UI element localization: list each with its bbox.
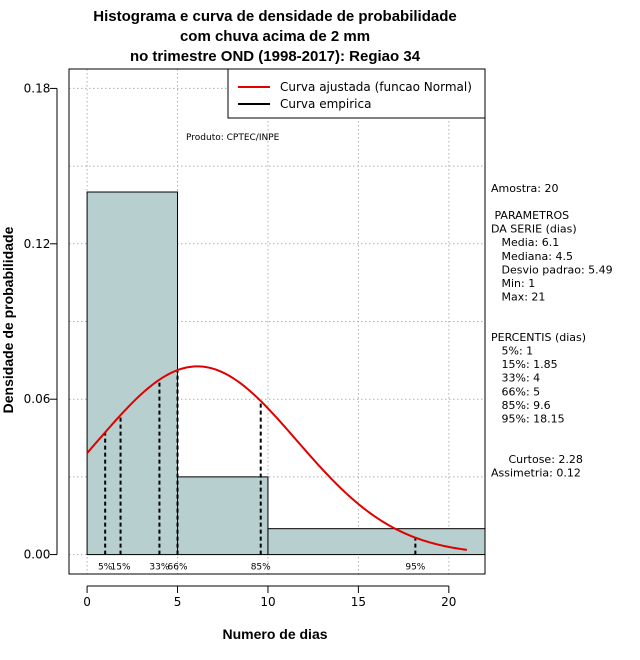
- percentile-label: 33%: [149, 563, 169, 573]
- percentile-label: 66%: [168, 563, 188, 573]
- statistics-line: PERCENTIS (dias): [491, 331, 586, 344]
- statistics-line: 5%: 1: [491, 345, 533, 358]
- y-tick-label: 0.06: [24, 392, 51, 406]
- x-tick-label: 0: [83, 595, 91, 609]
- axes: 0 5 10 15 20 0.00 0.06 0.12 0.18: [24, 81, 457, 609]
- percentile-label: 95%: [405, 563, 425, 573]
- legend-box: [227, 68, 486, 119]
- y-axis-label: Densidade de probabilidade: [0, 226, 16, 413]
- statistics-line: Amostra: 20: [491, 182, 558, 195]
- chart-title-line-1: Histograma e curva de densidade de proba…: [93, 8, 456, 25]
- x-tick-label: 10: [260, 595, 275, 609]
- statistics-line: Assimetria: 0.12: [491, 467, 581, 480]
- legend: Curva ajustada (funcao Normal) Curva emp…: [227, 68, 486, 119]
- x-axis-label: Numero de dias: [222, 626, 327, 642]
- histogram-bar: [86, 191, 179, 556]
- x-tick-label: 15: [351, 595, 366, 609]
- statistics-line: 85%: 9.6: [491, 399, 551, 412]
- x-tick-label: 20: [441, 595, 456, 609]
- y-tick-label: 0.12: [24, 237, 51, 251]
- statistics-line: PARAMETROS: [491, 209, 569, 222]
- statistics-line: Desvio padrao: 5.49: [491, 263, 613, 276]
- chart-title-line-2: com chuva acima de 2 mm: [180, 28, 370, 45]
- statistics-line: Media: 6.1: [491, 236, 559, 249]
- x-tick-label: 5: [174, 595, 182, 609]
- statistics-line: 15%: 1.85: [491, 358, 558, 371]
- statistics-line: Mediana: 4.5: [491, 250, 573, 263]
- product-annotation: Produto: CPTEC/INPE: [186, 133, 280, 143]
- legend-label-normal: Curva ajustada (funcao Normal): [280, 80, 472, 94]
- chart-title-line-3: no trimestre OND (1998-2017): Regiao 34: [130, 48, 421, 65]
- histogram-bars: [86, 191, 486, 556]
- statistics-line: Max: 21: [491, 290, 545, 303]
- statistics-line: 95%: 18.15: [491, 412, 565, 425]
- statistics-line: Min: 1: [491, 277, 535, 290]
- y-tick-label: 0.18: [24, 81, 51, 95]
- percentile-label: 5%: [98, 563, 113, 573]
- statistics-line: Curtose: 2.28: [491, 453, 583, 466]
- statistics-line: 33%: 4: [491, 372, 540, 385]
- percentile-lines: 5%15% 33%66% 85% 95%: [98, 370, 426, 573]
- percentile-label: 15%: [111, 563, 131, 573]
- histogram-bar: [267, 528, 486, 556]
- y-tick-label: 0.00: [24, 548, 51, 562]
- statistics-line: DA SERIE (dias): [491, 223, 577, 236]
- percentile-label: 85%: [251, 563, 271, 573]
- statistics-line: 66%: 5: [491, 385, 540, 398]
- legend-label-empirical: Curva empirica: [280, 97, 371, 111]
- normal-curve-line: [86, 365, 468, 551]
- histogram-bar: [177, 476, 269, 556]
